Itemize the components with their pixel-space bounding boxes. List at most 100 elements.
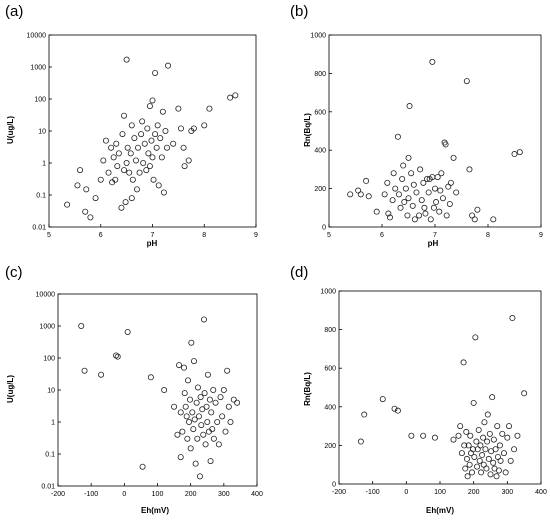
y-tick-label-b: 600 [314,109,326,116]
data-point-c [188,339,195,346]
data-point-a [175,105,182,112]
data-point-d [482,446,489,453]
data-point-d [473,438,480,445]
y-tick-label-c: 1000 [39,324,55,331]
data-point-a [170,140,177,147]
data-point-a [77,167,84,174]
data-point-c [183,413,190,420]
panel-label-c: (c) [5,264,23,281]
data-point-c [181,390,188,397]
x-tick-label-c: 300 [218,491,230,498]
panel-a: (a) U(ug/L) pH 5 6 7 8 9 0.01 0.1 1 10 100 1000 100… [5,3,258,248]
plot-frame-b [328,34,542,228]
x-tick-label-a: 5 [47,232,51,239]
data-point-c [201,390,208,397]
data-point-c [202,441,209,448]
data-point-b [424,175,431,182]
data-point-a [127,150,134,157]
data-point-d [474,463,481,470]
data-point-b [416,212,423,219]
data-point-a [105,169,112,176]
data-point-c [212,399,219,406]
data-point-a [154,122,161,129]
data-point-a [206,105,213,112]
data-point-b [443,212,450,219]
data-point-d [497,457,504,464]
data-point-b [421,204,428,211]
data-point-c [220,386,227,393]
data-point-c [197,394,204,401]
data-point-a [122,199,129,206]
data-point-c [219,413,226,420]
data-point-a [113,140,120,147]
data-point-a [129,176,136,183]
data-point-a [143,167,150,174]
data-point-d [467,432,474,439]
x-tick-label-d: 400 [535,489,547,496]
data-point-c [81,367,88,374]
data-point-b [413,189,420,196]
data-point-b [463,78,470,85]
y-tick-label-d: 1000 [320,289,336,296]
data-point-a [152,131,159,138]
y-axis-label-d: Rn(Bq/L) [303,372,312,406]
data-point-a [64,201,71,208]
data-point-b [450,154,457,161]
data-point-a [150,176,157,183]
panel-label-b: (b) [290,3,308,20]
data-point-b [431,185,438,192]
data-point-b [411,216,418,223]
data-point-b [445,183,452,190]
data-point-d [408,432,415,439]
data-point-d [469,446,476,453]
data-point-a [163,144,170,151]
y-tick-label-a: 10 [38,129,46,136]
data-point-b [466,166,473,173]
y-tick-label-c: 10000 [36,292,56,299]
data-point-a [97,176,104,183]
data-point-b [363,177,370,184]
data-point-d [455,432,462,439]
data-point-c [187,445,194,452]
data-point-c [214,418,221,425]
y-axis-label-a: U(ug/L) [6,116,15,144]
y-tick-label-b: 800 [314,71,326,78]
data-point-a [181,163,188,170]
data-point-b [408,170,415,177]
data-point-c [203,403,210,410]
data-point-a [144,125,151,132]
data-point-a [118,204,125,211]
panel-c: (c) U(ug/L) Eh(mV) -200 -100 0 100 200 300 400… [5,264,263,515]
data-point-b [405,195,412,202]
x-tick-label-c: 0 [122,491,126,498]
data-point-a [141,140,148,147]
data-point-d [492,446,499,453]
data-point-b [447,179,454,186]
data-point-c [139,463,146,470]
y-axis-label-b: Rn(Bq/L) [303,113,312,147]
data-point-c [230,396,237,403]
data-point-c [194,384,201,391]
y-tick-label-b: 200 [314,186,326,193]
x-tick-label-d: 300 [501,489,513,496]
data-point-a [74,182,81,189]
data-point-d [465,442,472,449]
data-point-c [195,413,202,420]
data-point-c [161,386,168,393]
x-tick-label-b: 8 [486,232,490,239]
data-point-d [468,469,475,476]
data-point-a [123,56,130,63]
data-point-d [507,457,514,464]
data-point-c [190,426,197,433]
data-point-b [429,58,436,65]
y-tick-label-c: 100 [43,356,55,363]
data-point-b [355,187,362,194]
data-point-b [392,185,399,192]
data-point-d [496,442,503,449]
data-point-a [136,169,143,176]
data-point-a [132,157,139,164]
x-tick-label-c: 200 [185,491,197,498]
data-point-c [187,396,194,403]
data-point-b [446,200,453,207]
